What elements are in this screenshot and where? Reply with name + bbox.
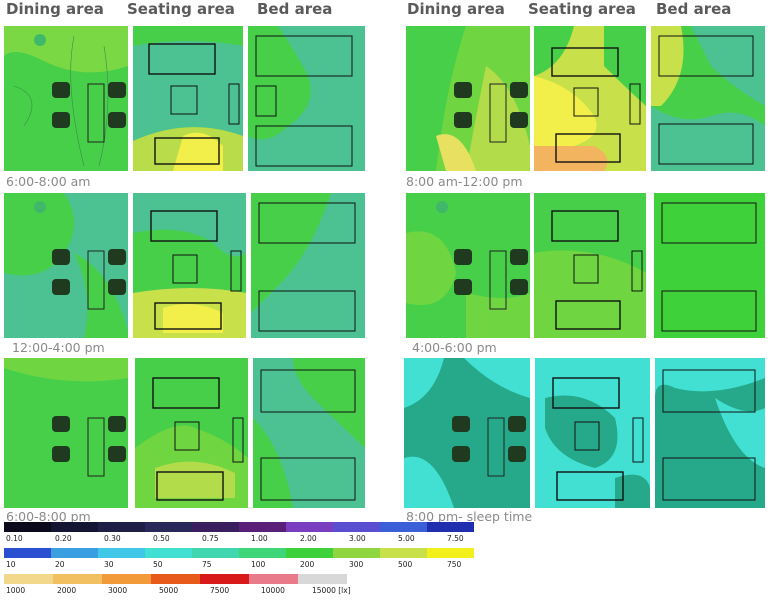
legend-row-3-labels: 1000 2000 3000 5000 7500 10000 15000 [lx] (4, 584, 566, 600)
legend-label: 0.10 (6, 534, 23, 543)
legend-label: 10000 (261, 586, 285, 595)
legend-label: 0.75 (202, 534, 219, 543)
legend-swatch (333, 548, 380, 558)
legend-row-2-colors (4, 548, 566, 558)
header-dining-left: Dining area (6, 0, 104, 18)
dining-plan-12-4pm (4, 193, 128, 338)
seating-plan-6-8am (133, 26, 243, 171)
bed-plan-6-8am (248, 26, 365, 171)
legend-label: 100 (251, 560, 266, 569)
dining-plan-8am-12pm (406, 26, 530, 171)
legend-label: 7.50 (447, 534, 464, 543)
legend-row-1-labels: 0.10 0.20 0.30 0.50 0.75 1.00 2.00 3.00 5.00 7.50 (4, 532, 566, 548)
legend-swatch (380, 522, 427, 532)
legend-label: 1000 (6, 586, 26, 595)
legend-swatch (192, 548, 239, 558)
legend-label: 500 (398, 560, 413, 569)
legend-label: 200 (300, 560, 315, 569)
legend-swatch (286, 548, 333, 558)
legend-swatch (192, 522, 239, 532)
bed-plan-8am-12pm (651, 26, 765, 171)
legend-label: 20 (55, 560, 65, 569)
dining-plan-6-8pm (4, 358, 128, 508)
legend-swatch (102, 574, 151, 584)
legend-label: 5.00 (398, 534, 415, 543)
legend-label: 7500 (210, 586, 230, 595)
legend-swatch (4, 548, 51, 558)
legend-swatch (51, 522, 98, 532)
header-dining-right: Dining area (407, 0, 505, 18)
legend-label: 0.20 (55, 534, 72, 543)
header-seating-right: Seating area (528, 0, 636, 18)
legend-swatch (145, 548, 192, 558)
dining-plan-8pm-sleep (404, 358, 530, 508)
legend-label: 5000 (159, 586, 179, 595)
legend-label: 0.30 (104, 534, 121, 543)
legend-swatch (98, 522, 145, 532)
legend-label: 50 (153, 560, 163, 569)
legend-label: 300 (349, 560, 364, 569)
legend-label: 3000 (108, 586, 128, 595)
legend-row-1-colors (4, 522, 566, 532)
legend-swatch (239, 548, 286, 558)
legend-label: 75 (202, 560, 212, 569)
bed-plan-4-6pm (654, 193, 765, 338)
time-label-8pm-sleep: 8:00 pm- sleep time (406, 509, 533, 524)
time-label-6-8am: 6:00-8:00 am (6, 174, 91, 189)
dining-plan-6-8am (4, 26, 128, 171)
legend-swatch (4, 574, 53, 584)
legend-label: 2.00 (300, 534, 317, 543)
illuminance-legend: 0.10 0.20 0.30 0.50 0.75 1.00 2.00 3.00 5.00 7.50… (4, 522, 566, 600)
legend-swatch (286, 522, 333, 532)
legend-swatch (98, 548, 145, 558)
legend-swatch (4, 522, 51, 532)
legend-label: 2000 (57, 586, 77, 595)
seating-plan-4-6pm (534, 193, 646, 338)
header-bed-right: Bed area (656, 0, 732, 18)
time-label-6-8pm: 6:00-8:00 pm (6, 509, 91, 524)
bed-plan-12-4pm (251, 193, 365, 338)
legend-swatch (239, 522, 286, 532)
seating-plan-8am-12pm (534, 26, 646, 171)
legend-swatch (151, 574, 200, 584)
legend-label: 1.00 (251, 534, 268, 543)
header-seating-left: Seating area (127, 0, 235, 18)
legend-swatch (298, 574, 347, 584)
seating-plan-12-4pm (133, 193, 246, 338)
legend-swatch (380, 548, 427, 558)
legend-swatch (333, 522, 380, 532)
seating-plan-8pm-sleep (535, 358, 650, 508)
legend-swatch (145, 522, 192, 532)
dining-plan-4-6pm (406, 193, 530, 338)
legend-swatch (249, 574, 298, 584)
bed-plan-6-8pm (253, 358, 365, 508)
legend-swatch (427, 548, 474, 558)
legend-swatch (200, 574, 249, 584)
legend-label: 10 (6, 560, 16, 569)
legend-row-3-colors (4, 574, 566, 584)
legend-row-2-labels: 10 20 30 50 75 100 200 300 500 750 (4, 558, 566, 574)
legend-swatch (53, 574, 102, 584)
time-label-8am-12pm: 8:00 am-12:00 pm (406, 174, 523, 189)
bed-plan-8pm-sleep (655, 358, 765, 508)
legend-label: 30 (104, 560, 114, 569)
legend-label: 3.00 (349, 534, 366, 543)
time-label-12-4pm: 12:00-4:00 pm (12, 340, 105, 355)
legend-label: 15000 [lx] (312, 586, 351, 595)
header-bed-left: Bed area (257, 0, 333, 18)
legend-swatch (427, 522, 474, 532)
legend-label: 0.50 (153, 534, 170, 543)
legend-swatch (51, 548, 98, 558)
legend-label: 750 (447, 560, 462, 569)
seating-plan-6-8pm (135, 358, 248, 508)
time-label-4-6pm: 4:00-6:00 pm (412, 340, 497, 355)
